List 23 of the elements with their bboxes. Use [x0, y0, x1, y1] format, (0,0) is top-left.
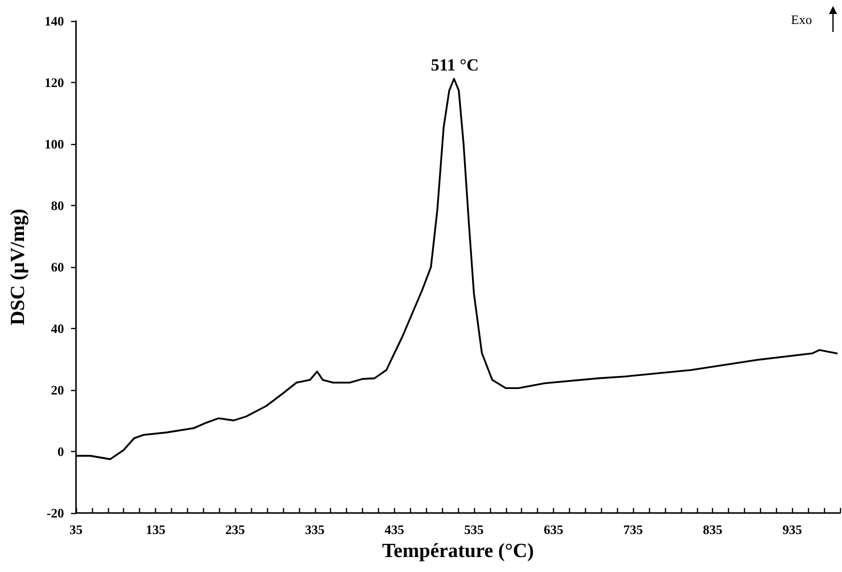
- y-axis-title: DSC (µV/mg): [7, 208, 29, 326]
- y-tick-label: 100: [44, 136, 64, 152]
- x-tick-label: 135: [146, 522, 166, 537]
- x-tick-label: 835: [702, 522, 723, 537]
- annotation: Exo: [791, 12, 812, 27]
- y-tick-label: 0: [58, 444, 64, 459]
- x-tick-label: 735: [623, 522, 644, 537]
- x-tick-label: 35: [70, 522, 83, 537]
- x-tick-label: 535: [464, 522, 484, 537]
- y-tick-label: 80: [51, 198, 64, 213]
- x-tick-label: 335: [305, 522, 325, 537]
- y-tick-label: 40: [51, 321, 64, 336]
- y-tick-label: 20: [51, 382, 64, 398]
- x-tick-label: 635: [544, 522, 564, 537]
- x-tick-label: 935: [782, 522, 802, 537]
- x-axis-title: Température (°C): [382, 540, 534, 562]
- y-tick-label: -20: [46, 506, 64, 520]
- y-tick-label: 60: [51, 260, 64, 274]
- x-tick-label: 435: [384, 522, 405, 537]
- annotation: 511 °C: [430, 55, 479, 74]
- y-tick-label: 120: [44, 75, 64, 90]
- x-tick-label: 235: [225, 522, 246, 537]
- y-tick-label: 140: [44, 14, 64, 28]
